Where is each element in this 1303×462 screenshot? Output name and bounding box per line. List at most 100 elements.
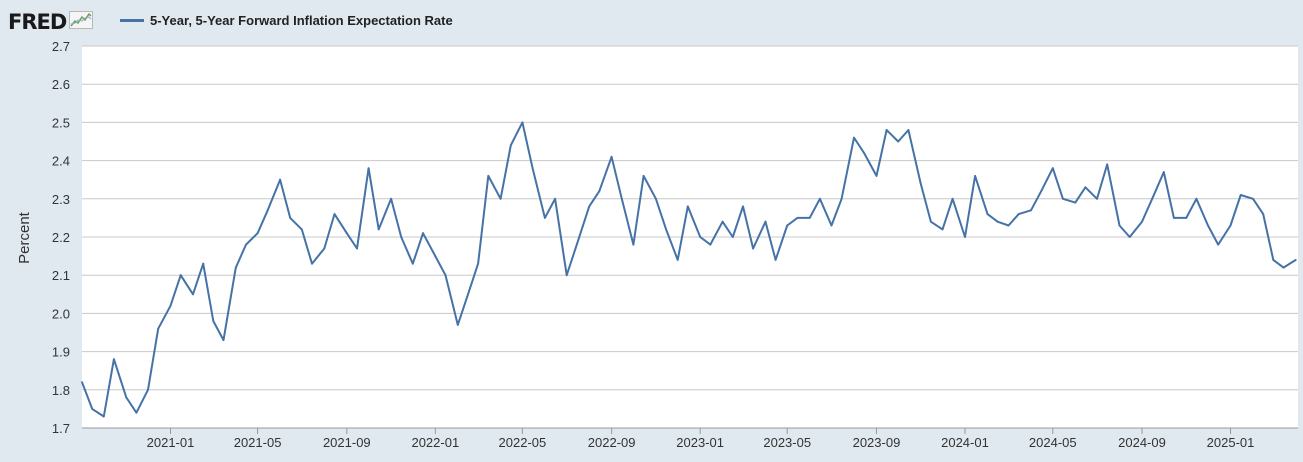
y-axis-title: Percent — [16, 211, 33, 264]
data-point — [819, 197, 821, 200]
data-point — [774, 259, 777, 261]
data-point — [796, 217, 799, 219]
data-point — [147, 388, 149, 391]
x-tick-label: 2022-09 — [588, 435, 636, 450]
data-point — [266, 209, 269, 212]
data-point — [234, 266, 237, 269]
data-point — [356, 247, 358, 250]
data-point — [554, 197, 556, 200]
data-point — [1040, 190, 1043, 193]
data-point — [544, 217, 546, 219]
x-axis-ticks: 2021-01 2021-05 2021-09 2022-01 2022-05 2022-… — [147, 428, 1254, 450]
fred-logo[interactable]: FRED — [8, 9, 94, 35]
data-point — [311, 262, 313, 265]
y-tick-label: 1.8 — [52, 383, 70, 398]
data-point — [699, 236, 702, 238]
data-point — [598, 190, 601, 193]
data-point — [1239, 194, 1242, 196]
data-point — [588, 205, 591, 208]
data-point — [610, 155, 613, 158]
data-point — [620, 197, 623, 200]
data-point — [752, 247, 754, 250]
y-axis-ticks: 1.7 1.8 1.9 2.0 2.1 2.2 2.3 2.4 2.5 2.6 2.7 — [52, 39, 70, 436]
data-point — [279, 178, 281, 181]
line-graph-icon — [69, 10, 94, 34]
y-tick-label: 2.5 — [52, 115, 70, 130]
data-point — [81, 381, 83, 384]
chart-header: FRED 5-Year, 5-Year Forward Inflation Ex… — [0, 0, 1303, 42]
y-tick-label: 2.0 — [52, 306, 70, 321]
x-tick-label: 2021-01 — [147, 435, 195, 450]
data-point — [245, 243, 247, 246]
data-point — [487, 175, 490, 177]
data-point — [125, 396, 128, 399]
data-point — [986, 213, 989, 216]
data-point — [941, 228, 944, 231]
data-point — [764, 220, 767, 223]
data-point — [919, 182, 922, 185]
y-tick-label: 1.9 — [52, 345, 70, 360]
x-tick-label: 2022-01 — [411, 435, 459, 450]
data-point — [1262, 213, 1265, 216]
data-point — [456, 324, 459, 326]
data-point — [655, 197, 657, 200]
data-point — [323, 247, 326, 250]
data-point — [830, 224, 833, 227]
data-point — [897, 140, 900, 143]
data-point — [1282, 266, 1285, 269]
data-point — [169, 304, 172, 307]
data-point — [996, 220, 999, 223]
data-point — [853, 136, 855, 139]
data-point — [1084, 186, 1087, 189]
chart-legend: 5-Year, 5-Year Forward Inflation Expecta… — [120, 13, 453, 28]
data-point — [1128, 236, 1131, 238]
data-point — [1151, 197, 1154, 200]
y-tick-label: 2.2 — [52, 230, 70, 245]
data-point — [422, 232, 424, 235]
x-tick-label: 2021-05 — [234, 435, 282, 450]
data-point — [377, 228, 380, 231]
data-point — [1173, 217, 1175, 219]
data-point — [113, 358, 115, 361]
legend-swatch — [120, 19, 144, 22]
y-tick-label: 2.4 — [52, 154, 70, 169]
data-point — [222, 339, 225, 341]
data-point — [192, 293, 194, 296]
data-point — [179, 274, 182, 277]
data-point — [1252, 197, 1254, 200]
data-point — [709, 243, 712, 246]
data-point — [367, 167, 370, 170]
data-point — [1030, 209, 1032, 212]
data-point — [400, 236, 403, 238]
data-point — [202, 262, 205, 265]
data-point — [157, 327, 160, 330]
data-point — [1141, 220, 1143, 223]
data-point — [212, 320, 215, 322]
y-tick-label: 2.3 — [52, 192, 70, 207]
data-point — [467, 293, 469, 296]
x-tick-label: 2024-01 — [941, 435, 989, 450]
data-point — [632, 243, 635, 246]
legend-label: 5-Year, 5-Year Forward Inflation Expecta… — [150, 13, 453, 28]
data-point — [531, 167, 534, 170]
series-group — [81, 121, 1297, 418]
data-point — [444, 274, 447, 277]
data-point — [1096, 197, 1098, 200]
data-point — [885, 129, 888, 131]
x-tick-label: 2024-05 — [1029, 435, 1077, 450]
data-point — [1272, 259, 1275, 261]
data-point — [907, 129, 910, 131]
x-tick-label: 2023-01 — [676, 435, 724, 450]
data-point — [974, 175, 976, 177]
data-point — [1185, 217, 1188, 219]
data-point — [521, 121, 524, 124]
data-point — [434, 255, 437, 257]
data-point — [1217, 243, 1220, 246]
data-point — [1195, 197, 1198, 200]
data-point — [840, 197, 843, 200]
data-point — [721, 220, 724, 223]
data-point — [1062, 197, 1064, 200]
data-point — [686, 205, 689, 208]
data-point — [665, 228, 667, 231]
